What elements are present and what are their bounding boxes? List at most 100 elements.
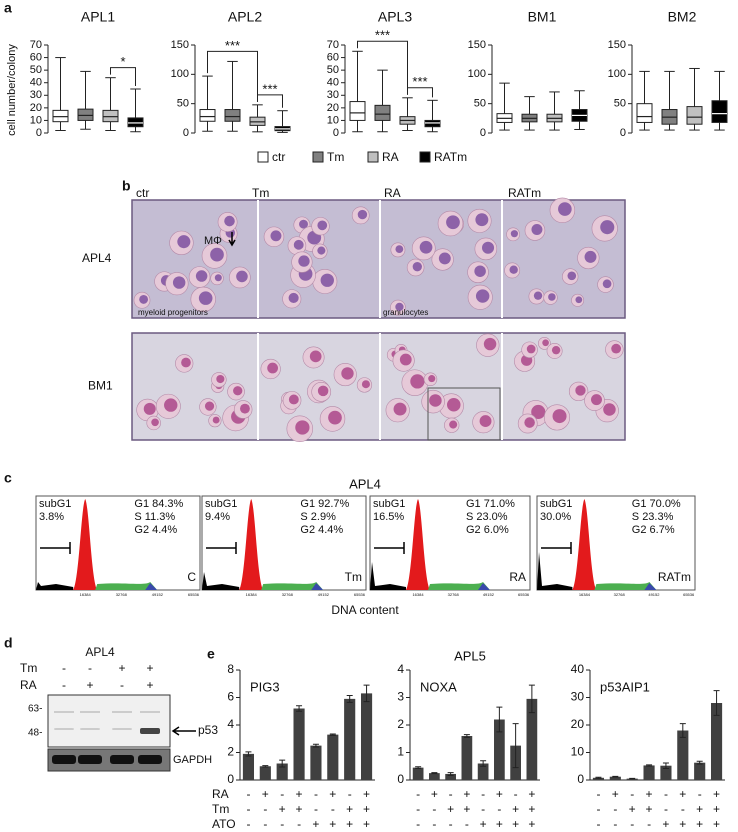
nucleus — [393, 402, 407, 416]
bar — [477, 763, 489, 780]
cell-label: MΦ — [204, 235, 222, 247]
nucleus — [510, 230, 518, 238]
y-tick-label: 50 — [474, 98, 486, 110]
nucleus — [361, 380, 370, 389]
treatment-sign: + — [528, 817, 535, 831]
column-label: RA — [384, 186, 401, 200]
nucleus — [143, 402, 156, 415]
histogram-frame — [35, 495, 201, 591]
nucleus — [317, 246, 326, 255]
nucleus — [328, 410, 342, 425]
nucleus — [288, 292, 299, 303]
nucleus — [531, 404, 546, 420]
treatment-sign: - — [596, 787, 600, 801]
panel-title: APL4 — [349, 476, 381, 491]
y-tick-label: 30 — [327, 89, 339, 101]
significance-label: *** — [375, 28, 390, 43]
nucleus — [509, 265, 518, 274]
g1-value: G1 84.3% — [134, 498, 183, 510]
g2-peak — [145, 583, 158, 590]
treatment-sign: + — [329, 787, 336, 801]
gate-label: subG1 — [373, 498, 405, 510]
condition-tag: C — [187, 570, 196, 584]
cell-label: granulocytes — [383, 308, 428, 317]
treatment-sign: - — [348, 787, 352, 801]
g1-peak — [572, 499, 597, 590]
treatment-sign: + — [146, 678, 153, 692]
error-bar — [431, 772, 438, 775]
nucleus — [567, 271, 577, 281]
g2-peak — [644, 583, 657, 590]
treatment-sign: + — [679, 817, 686, 831]
treatment-sign: - — [246, 787, 250, 801]
x-tick-label: 49152 — [483, 592, 495, 597]
y-tick-label: 100 — [608, 68, 626, 80]
y-tick-label: 150 — [608, 39, 626, 51]
error-bar — [346, 694, 353, 703]
treatment-sign: - — [481, 787, 485, 801]
y-axis-label: cell number/colony — [6, 44, 18, 136]
treatment-sign: + — [296, 787, 303, 801]
histogram-frame — [536, 495, 696, 591]
nucleus — [172, 276, 186, 289]
band — [112, 728, 132, 730]
column-label: ctr — [136, 186, 149, 200]
treatment-sign: + — [447, 802, 454, 816]
treatment-sign: + — [463, 787, 470, 801]
nucleus — [139, 295, 149, 304]
treatment-sign: - — [120, 678, 124, 692]
treatment-sign: + — [463, 802, 470, 816]
error-bar — [595, 776, 602, 779]
nucleus — [341, 367, 354, 380]
g2-value: G2 6.0% — [466, 524, 509, 536]
treatment-sign: - — [647, 817, 651, 831]
treatment-sign: + — [646, 787, 653, 801]
s-value: S 11.3% — [134, 511, 175, 523]
subg1-value: 3.8% — [39, 511, 64, 523]
treatment-sign: - — [280, 787, 284, 801]
s-value: S 2.9% — [300, 511, 336, 523]
g2-value: G2 4.4% — [134, 524, 177, 536]
box — [224, 109, 241, 122]
treatment-sign: + — [629, 802, 636, 816]
bar — [310, 745, 322, 780]
treatment-sign: + — [713, 817, 720, 831]
y-tick-label: 60 — [30, 51, 42, 63]
treatment-sign: - — [314, 787, 318, 801]
y-tick-label: 20 — [30, 102, 42, 114]
nucleus — [542, 339, 549, 347]
y-tick-label: 10 — [30, 114, 42, 126]
condition-tag: RA — [509, 570, 526, 584]
arrow — [228, 232, 236, 247]
bar — [526, 698, 538, 780]
y-tick-label: 2 — [227, 745, 234, 759]
y-tick-label: 0 — [577, 772, 584, 786]
treatment-sign: - — [263, 802, 267, 816]
cell-label: myeloid progenitors — [138, 308, 208, 317]
y-tick-label: 0 — [36, 127, 42, 139]
loading-strip — [47, 748, 171, 772]
treatment-sign: + — [480, 817, 487, 831]
nucleus — [309, 350, 322, 363]
y-tick-label: 10 — [571, 745, 585, 759]
debris — [537, 552, 573, 590]
y-tick-label: 50 — [614, 98, 626, 110]
band — [112, 711, 132, 713]
treatment-sign: - — [613, 817, 617, 831]
nucleus — [270, 230, 282, 242]
nucleus — [299, 219, 308, 229]
nucleus — [603, 403, 616, 416]
nucleus — [412, 262, 422, 272]
legend-label: RATm — [434, 150, 467, 164]
treatment-sign: + — [363, 817, 370, 831]
g1-peak — [73, 499, 98, 590]
treatment-sign: - — [664, 802, 668, 816]
bar — [429, 773, 440, 780]
y-tick-label: 40 — [30, 77, 42, 89]
y-tick-label: 2 — [397, 717, 404, 731]
legend-swatch — [367, 151, 379, 163]
debris — [202, 572, 240, 590]
y-tick-label: 70 — [327, 39, 339, 51]
bar — [592, 777, 605, 780]
